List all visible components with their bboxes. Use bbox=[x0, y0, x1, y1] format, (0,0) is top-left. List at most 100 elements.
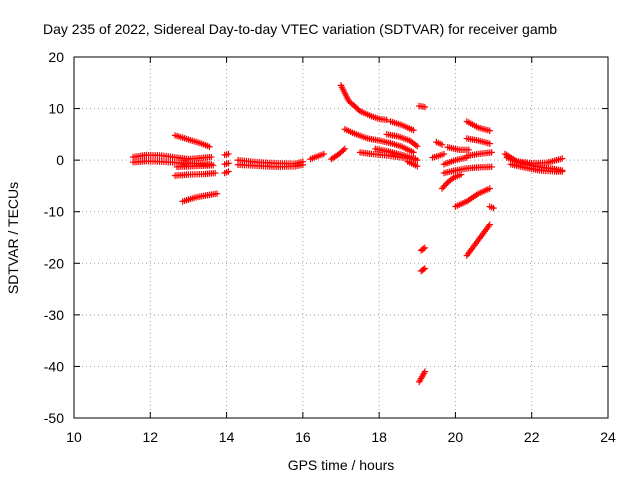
series-seg14 bbox=[337, 82, 390, 124]
y-tick-label: -20 bbox=[44, 255, 64, 271]
data-point bbox=[438, 185, 446, 192]
data-point bbox=[486, 127, 493, 134]
series-seg39 bbox=[507, 161, 566, 175]
data-point bbox=[412, 141, 419, 149]
data-point bbox=[340, 146, 347, 154]
data-point bbox=[414, 143, 421, 150]
series-seg33 bbox=[463, 221, 493, 259]
data-point bbox=[225, 160, 232, 167]
data-point bbox=[559, 168, 566, 175]
data-point bbox=[410, 149, 417, 156]
data-point bbox=[488, 149, 495, 156]
data-points bbox=[129, 82, 566, 386]
x-tick-label: 24 bbox=[600, 429, 616, 445]
series-seg30 bbox=[438, 171, 465, 192]
series-seg06 bbox=[179, 190, 221, 205]
data-point bbox=[441, 182, 449, 189]
series-seg21 bbox=[415, 102, 429, 111]
series-seg25 bbox=[463, 118, 493, 134]
data-point bbox=[490, 204, 497, 212]
data-point bbox=[438, 141, 446, 148]
data-point bbox=[559, 155, 566, 162]
series-seg26 bbox=[463, 135, 493, 147]
data-point bbox=[486, 221, 493, 228]
data-point bbox=[440, 150, 448, 158]
data-point bbox=[421, 103, 429, 111]
data-point bbox=[448, 175, 456, 183]
data-point bbox=[420, 245, 427, 252]
data-point bbox=[210, 162, 217, 169]
x-tick-labels: 10 12 14 16 18 20 22 24 bbox=[66, 429, 616, 445]
y-tick-label: -40 bbox=[44, 358, 64, 374]
series-seg03 bbox=[171, 132, 213, 150]
series-seg09 bbox=[221, 168, 232, 177]
data-point bbox=[211, 169, 219, 177]
x-tick-label: 10 bbox=[66, 429, 82, 445]
x-tick-label: 20 bbox=[448, 429, 464, 445]
data-point bbox=[486, 140, 493, 147]
data-point bbox=[486, 185, 493, 192]
x-tick-label: 14 bbox=[219, 429, 235, 445]
series-seg08 bbox=[221, 160, 232, 168]
data-point bbox=[465, 146, 472, 154]
x-axis-label: GPS time / hours bbox=[288, 457, 395, 473]
y-axis-label: SDTVAR / TECUs bbox=[5, 182, 21, 294]
data-point bbox=[421, 244, 429, 252]
data-point bbox=[463, 154, 471, 161]
data-point bbox=[414, 163, 421, 170]
data-point bbox=[355, 106, 362, 114]
series-seg24 bbox=[444, 144, 472, 154]
data-point bbox=[383, 116, 390, 124]
data-point bbox=[488, 163, 495, 171]
data-point bbox=[414, 156, 421, 164]
y-tick-label: 20 bbox=[48, 49, 64, 65]
data-point bbox=[206, 143, 213, 150]
series-seg29 bbox=[440, 154, 471, 168]
y-tick-label: 0 bbox=[56, 152, 64, 168]
series-seg12 bbox=[307, 150, 328, 163]
series-seg05 bbox=[171, 169, 219, 179]
series-seg04 bbox=[173, 162, 217, 171]
data-point bbox=[341, 145, 349, 152]
y-tick-labels: -50 -40 -30 -20 -10 0 10 20 bbox=[44, 49, 64, 426]
data-point bbox=[410, 127, 417, 134]
y-tick-label: -10 bbox=[44, 204, 64, 220]
x-tick-label: 12 bbox=[142, 429, 158, 445]
series-seg15 bbox=[341, 126, 417, 156]
data-point bbox=[320, 150, 328, 158]
y-tick-label: -50 bbox=[44, 410, 64, 426]
x-tick-label: 16 bbox=[295, 429, 311, 445]
data-point bbox=[457, 171, 465, 178]
data-point bbox=[299, 161, 307, 168]
chart-title: Day 235 of 2022, Sidereal Day-to-day VTE… bbox=[43, 21, 557, 37]
axis-ticks bbox=[73, 56, 609, 419]
data-point bbox=[225, 168, 232, 175]
y-tick-label: 10 bbox=[48, 101, 64, 117]
data-point bbox=[421, 368, 429, 375]
series-seg34 bbox=[417, 244, 429, 254]
data-point bbox=[421, 265, 429, 272]
data-point bbox=[440, 183, 447, 191]
series-seg35 bbox=[417, 265, 429, 275]
grid-lines bbox=[74, 57, 608, 418]
series-seg13 bbox=[328, 145, 349, 163]
x-tick-label: 22 bbox=[524, 429, 540, 445]
series-seg31 bbox=[452, 185, 493, 210]
series-seg20 bbox=[404, 158, 421, 170]
y-tick-label: -30 bbox=[44, 307, 64, 323]
series-seg28 bbox=[440, 163, 495, 177]
series-seg36 bbox=[415, 368, 429, 386]
series-seg16 bbox=[387, 118, 417, 134]
series-seg32 bbox=[486, 203, 497, 212]
series-seg23 bbox=[429, 150, 448, 161]
series-seg27 bbox=[463, 149, 495, 160]
series-seg07 bbox=[221, 150, 232, 159]
data-point bbox=[208, 153, 215, 161]
series-seg22 bbox=[433, 138, 446, 148]
x-tick-label: 18 bbox=[371, 429, 387, 445]
data-point bbox=[225, 150, 232, 158]
series-seg17 bbox=[383, 131, 421, 150]
data-point bbox=[213, 190, 221, 197]
plot-frame bbox=[73, 56, 609, 419]
